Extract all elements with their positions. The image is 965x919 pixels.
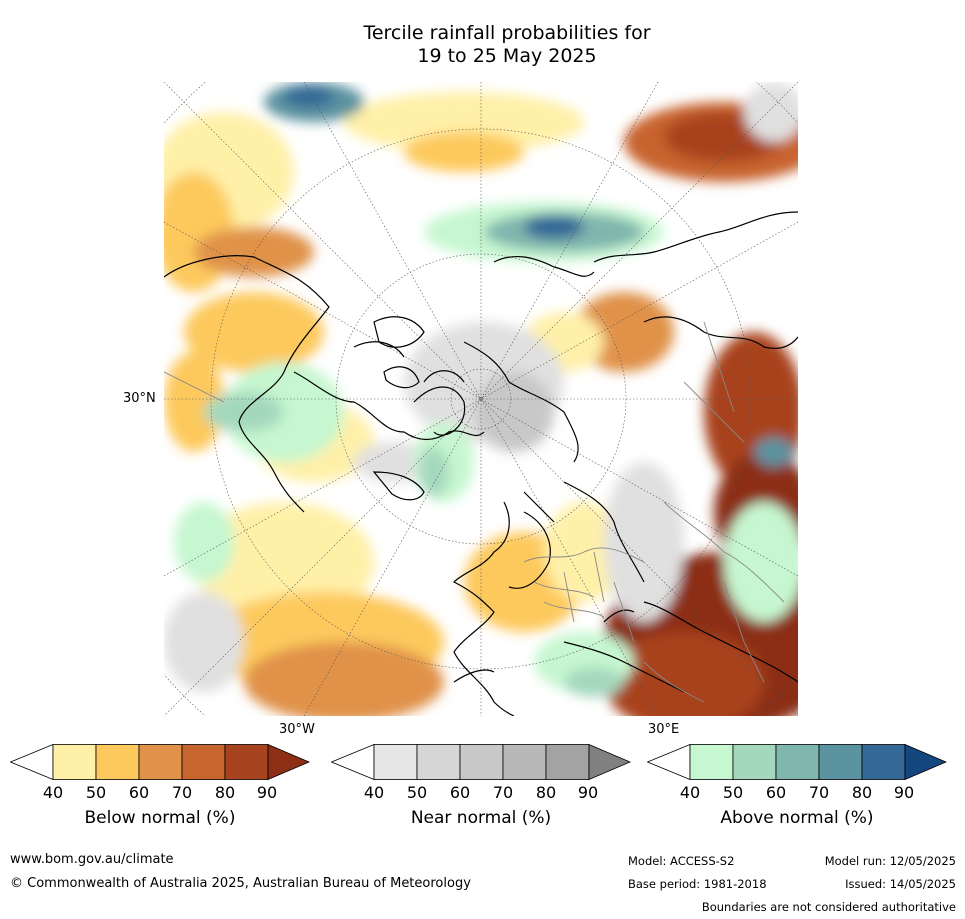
tick: 50 (406, 783, 428, 802)
colorbar-segment (138, 744, 183, 780)
lon-30w-label: 30°W (279, 722, 315, 737)
colorbar-segment (373, 744, 418, 780)
colorbar-segment (416, 744, 461, 780)
colorbar-segment (95, 744, 140, 780)
tick: 70 (492, 783, 514, 802)
colorbar-segment (732, 744, 777, 780)
colorbar-segment (52, 744, 97, 780)
tick: 70 (808, 783, 830, 802)
tick: 90 (577, 783, 599, 802)
colorbar-near-ticks: 40 50 60 70 80 90 (331, 783, 631, 803)
tick: 90 (893, 783, 915, 802)
colorbar-segment (818, 744, 863, 780)
colorbar-segment (861, 744, 906, 780)
colorbar-above-normal (647, 744, 947, 780)
tick: 90 (256, 783, 278, 802)
tick: 80 (535, 783, 557, 802)
tick: 70 (171, 783, 193, 802)
colorbar-below-ticks: 40 50 60 70 80 90 (10, 783, 310, 803)
colorbar-below-svg (10, 744, 310, 780)
colorbar-near-label: Near normal (%) (410, 808, 552, 828)
model-run-text: Model run: 12/05/2025 (824, 854, 956, 868)
map-title: Tercile rainfall probabilities for 19 to… (0, 22, 965, 68)
base-period-text: Base period: 1981-2018 (628, 877, 767, 891)
colorbar-max-extend (267, 744, 310, 780)
tick: 40 (363, 783, 385, 802)
rainfall-probability-map: .b1{fill:#fff0a8} .b2{fill:#fdc95d} .b3{… (164, 82, 798, 716)
colorbar-segment (775, 744, 820, 780)
colorbar-min-extend (331, 744, 375, 780)
tick: 60 (449, 783, 471, 802)
colorbar-max-extend (588, 744, 631, 780)
colorbar-max-extend (904, 744, 947, 780)
issued-text: Issued: 14/05/2025 (845, 877, 956, 891)
lon-30e-label: 30°E (648, 722, 680, 737)
tick: 40 (679, 783, 701, 802)
colorbar-min-extend (10, 744, 54, 780)
colorbar-above-svg (647, 744, 947, 780)
colorbar-segment (502, 744, 547, 780)
colorbar-below-normal (10, 744, 310, 780)
disclaimer-text: Boundaries are not considered authoritat… (701, 900, 956, 914)
colorbar-min-extend (647, 744, 691, 780)
website-link[interactable]: www.bom.gov.au/climate (10, 852, 174, 867)
colorbar-near-svg (331, 744, 631, 780)
colorbar-near-normal (331, 744, 631, 780)
colorbar-above-label: Above normal (%) (720, 808, 874, 828)
tick: 80 (214, 783, 236, 802)
tick: 40 (42, 783, 64, 802)
colorbar-segment (545, 744, 590, 780)
graticule (164, 82, 798, 716)
tick: 50 (722, 783, 744, 802)
colorbar-below-label: Below normal (%) (84, 808, 236, 828)
colorbar-segment (224, 744, 269, 780)
title-line-1: Tercile rainfall probabilities for (363, 22, 651, 44)
tick: 50 (85, 783, 107, 802)
tick: 60 (128, 783, 150, 802)
lat-30n-label: 30°N (123, 391, 156, 406)
map-canvas: .b1{fill:#fff0a8} .b2{fill:#fdc95d} .b3{… (164, 82, 798, 716)
title-line-2: 19 to 25 May 2025 (417, 45, 597, 67)
probability-fields (164, 82, 798, 716)
colorbar-segment (181, 744, 226, 780)
colorbar-segment (459, 744, 504, 780)
copyright-text: © Commonwealth of Australia 2025, Austra… (10, 876, 471, 891)
colorbar-segment (689, 744, 734, 780)
tick: 80 (851, 783, 873, 802)
model-text: Model: ACCESS-S2 (628, 854, 735, 868)
coastlines (164, 211, 798, 716)
tick: 60 (765, 783, 787, 802)
borders (164, 321, 785, 703)
colorbar-above-ticks: 40 50 60 70 80 90 (647, 783, 947, 803)
